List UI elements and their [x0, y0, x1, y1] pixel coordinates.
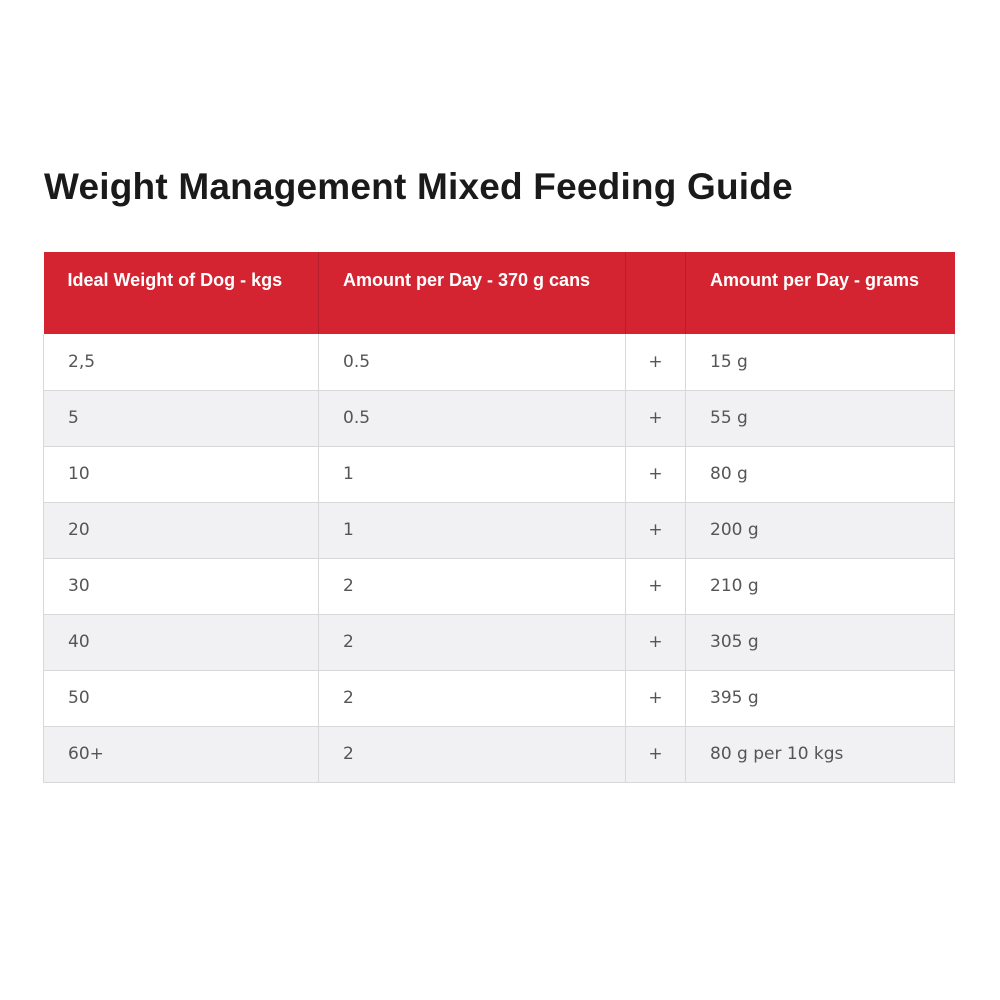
- cell-weight: 40: [43, 614, 319, 671]
- cell-grams: 200 g: [685, 502, 955, 559]
- cell-cans: 1: [318, 446, 626, 503]
- cell-cans: 2: [318, 726, 626, 783]
- cell-plus: +: [625, 670, 686, 727]
- table-header-row: Ideal Weight of Dog - kgs Amount per Day…: [43, 252, 955, 334]
- header-plus: [625, 252, 686, 334]
- cell-cans: 2: [318, 614, 626, 671]
- cell-cans: 1: [318, 502, 626, 559]
- page-title: Weight Management Mixed Feeding Guide: [44, 166, 793, 207]
- cell-weight: 10: [43, 446, 319, 503]
- header-amount-grams: Amount per Day - grams: [685, 252, 955, 334]
- header-amount-cans: Amount per Day - 370 g cans: [318, 252, 626, 334]
- cell-grams: 210 g: [685, 558, 955, 615]
- table-row: 5 0.5 + 55 g: [43, 390, 955, 447]
- table-row: 2,5 0.5 + 15 g: [43, 334, 955, 391]
- cell-weight: 2,5: [43, 334, 319, 391]
- cell-plus: +: [625, 502, 686, 559]
- table-row: 30 2 + 210 g: [43, 558, 955, 615]
- table-row: 60+ 2 + 80 g per 10 kgs: [43, 726, 955, 783]
- cell-plus: +: [625, 558, 686, 615]
- feeding-table-container: Ideal Weight of Dog - kgs Amount per Day…: [43, 252, 955, 783]
- cell-grams: 15 g: [685, 334, 955, 391]
- table-row: 50 2 + 395 g: [43, 670, 955, 727]
- cell-grams: 80 g per 10 kgs: [685, 726, 955, 783]
- cell-weight: 30: [43, 558, 319, 615]
- cell-weight: 60+: [43, 726, 319, 783]
- cell-plus: +: [625, 334, 686, 391]
- cell-grams: 395 g: [685, 670, 955, 727]
- cell-weight: 50: [43, 670, 319, 727]
- header-ideal-weight: Ideal Weight of Dog - kgs: [43, 252, 319, 334]
- table-row: 40 2 + 305 g: [43, 614, 955, 671]
- cell-plus: +: [625, 390, 686, 447]
- cell-plus: +: [625, 446, 686, 503]
- cell-plus: +: [625, 726, 686, 783]
- table-row: 10 1 + 80 g: [43, 446, 955, 503]
- cell-grams: 305 g: [685, 614, 955, 671]
- cell-grams: 80 g: [685, 446, 955, 503]
- feeding-guide-table: Ideal Weight of Dog - kgs Amount per Day…: [43, 252, 955, 783]
- cell-cans: 2: [318, 558, 626, 615]
- cell-cans: 2: [318, 670, 626, 727]
- cell-plus: +: [625, 614, 686, 671]
- cell-cans: 0.5: [318, 390, 626, 447]
- cell-cans: 0.5: [318, 334, 626, 391]
- cell-weight: 20: [43, 502, 319, 559]
- table-row: 20 1 + 200 g: [43, 502, 955, 559]
- cell-grams: 55 g: [685, 390, 955, 447]
- cell-weight: 5: [43, 390, 319, 447]
